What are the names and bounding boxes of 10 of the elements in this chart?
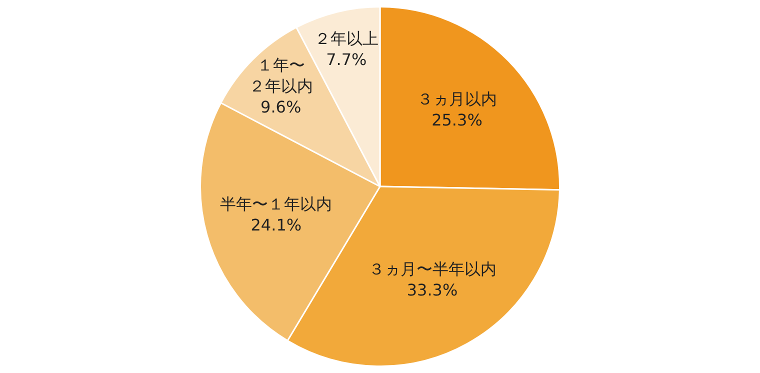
data-label: 25.3% <box>432 110 482 130</box>
slice-label: １年〜２年以内 <box>248 56 313 96</box>
slice-label: 半年〜１年以内 <box>220 194 332 214</box>
slice-label: ２年以上 <box>314 29 378 48</box>
slice-label: ３ヵ月以内 <box>416 90 497 109</box>
data-label: 33.3% <box>406 280 458 300</box>
data-label: 24.1% <box>250 215 302 234</box>
data-label: 9.6% <box>260 98 302 117</box>
data-label: 7.7% <box>326 50 367 70</box>
slice-label: ３ヵ月〜半年以内 <box>368 260 496 278</box>
